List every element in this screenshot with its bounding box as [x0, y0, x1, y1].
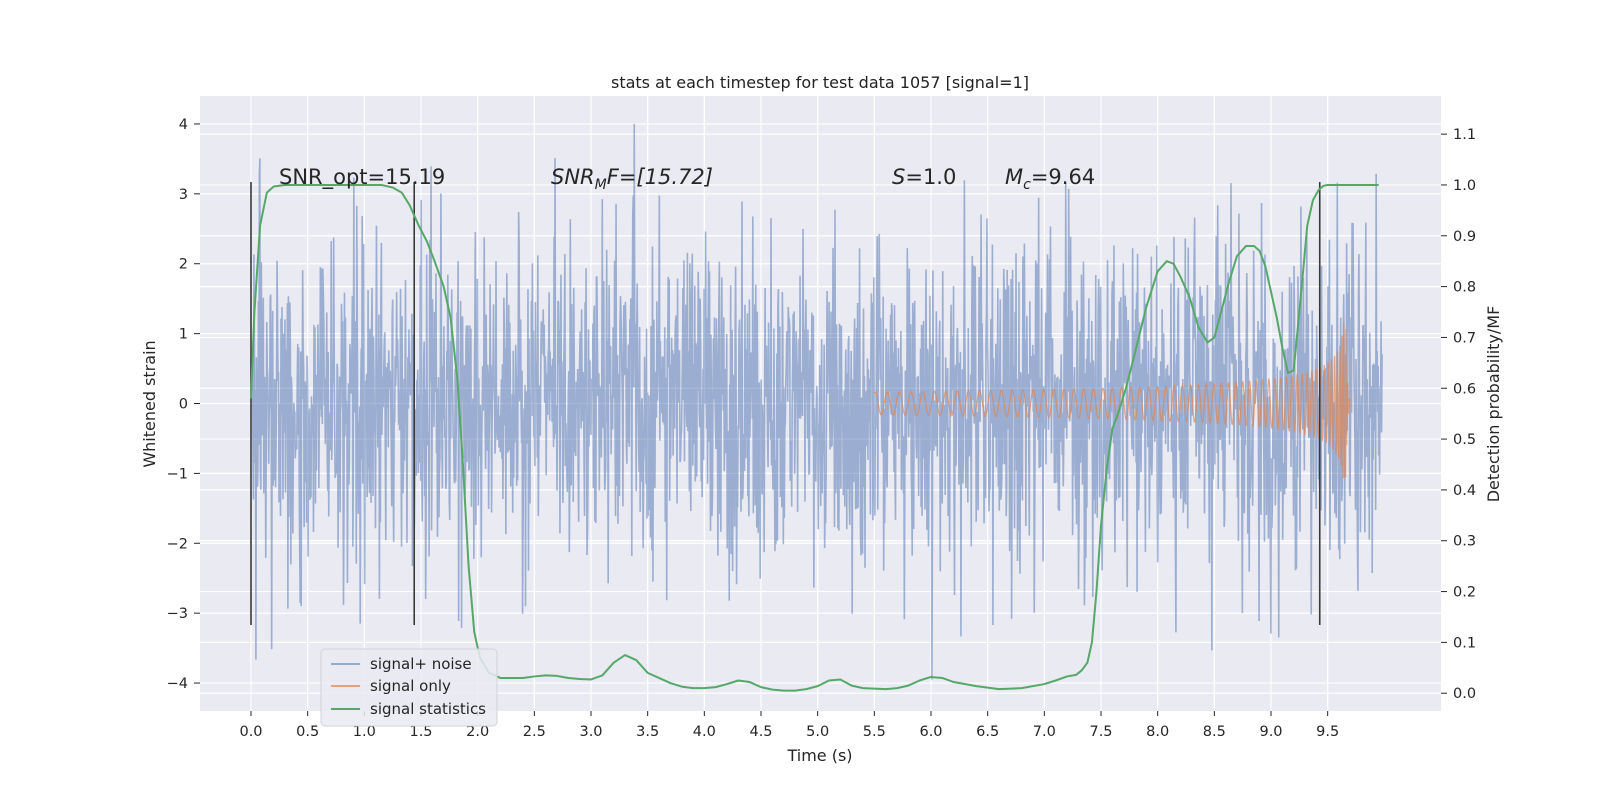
x-axis-label: Time (s)	[786, 746, 852, 765]
x-tick-label: 7.5	[1089, 724, 1112, 740]
annotation-mc-subscript: c	[1023, 177, 1031, 193]
y-axis-label: Whitened strain	[140, 340, 159, 467]
y2-tick-label: 1.0	[1453, 178, 1476, 194]
annotation-snr-mf: SNRMF=[15.72]	[551, 165, 713, 193]
y2-tick-label: 0.5	[1453, 432, 1476, 448]
y2-tick-labels: 1.1 1.0 0.9 0.8 0.7 0.6 0.5 0.4 0.3 0.2 0.1 0.0	[1441, 127, 1476, 702]
x-tick-label: 5.5	[863, 724, 886, 740]
x-tick-label: 8.5	[1203, 724, 1226, 740]
y-tick-label: −3	[167, 606, 188, 622]
x-tick-label: 4.0	[693, 724, 716, 740]
x-tick-label: 9.5	[1316, 724, 1339, 740]
y-tick-label: 3	[179, 187, 188, 203]
x-tick-label: 2.5	[523, 724, 546, 740]
y2-tick-label: 0.8	[1453, 280, 1476, 296]
y2-tick-label: 0.6	[1453, 381, 1476, 397]
annotation-s-value: =1.0	[905, 165, 956, 189]
y2-tick-label: 0.2	[1453, 585, 1476, 601]
x-tick-label: 3.0	[579, 724, 602, 740]
x-tick-label: 1.5	[409, 724, 432, 740]
y2-tick-label: 0.4	[1453, 483, 1476, 499]
x-tick-label: 9.0	[1259, 724, 1282, 740]
y-tick-labels: 4 3 2 1 0 −1 −2 −3 −4	[167, 117, 200, 692]
x-tick-label: 3.5	[636, 724, 659, 740]
y-tick-label: 1	[179, 327, 188, 343]
annotation-mc: Mc=9.64	[1005, 165, 1095, 193]
y2-tick-label: 0.9	[1453, 229, 1476, 245]
x-tick-labels: 0.0 0.5 1.0 1.5 2.0 2.5 3.0 3.5 4.0 4.5 5.0 5.5 6.0 6…	[239, 711, 1339, 740]
legend-label-signal-statistics: signal statistics	[370, 700, 486, 718]
y-tick-label: −4	[167, 676, 188, 692]
y-tick-label: −2	[167, 536, 188, 552]
chart-title: stats at each timestep for test data 105…	[611, 73, 1029, 92]
y2-tick-label: 0.3	[1453, 534, 1476, 550]
y-tick-label: 0	[179, 397, 188, 413]
vertical-markers	[250, 181, 1321, 626]
x-tick-label: 2.0	[466, 724, 489, 740]
x-tick-label: 6.5	[976, 724, 999, 740]
x-tick-label: 4.5	[749, 724, 772, 740]
series-signal-noise	[250, 123, 1383, 680]
y2-tick-label: 1.1	[1453, 127, 1476, 143]
annotation-snr-mf-symbol: SNR	[551, 165, 595, 189]
y-tick-label: 4	[179, 117, 188, 133]
series-signal-only	[873, 321, 1351, 479]
x-tick-label: 5.0	[806, 724, 829, 740]
y2-tick-label: 0.0	[1453, 686, 1476, 702]
legend: signal+ noise signal only signal statist…	[320, 648, 498, 727]
annotation-s-symbol: S	[892, 165, 905, 189]
x-tick-label: 1.0	[353, 724, 376, 740]
signal-statistics-line	[250, 183, 1379, 692]
x-tick-label: 0.0	[239, 724, 262, 740]
x-tick-label: 6.0	[919, 724, 942, 740]
annotation-s: S=1.0	[892, 165, 956, 189]
signal-only-line	[873, 321, 1351, 479]
annotation-snr-mf-subscript: M	[595, 177, 607, 193]
series-signal-statistics	[250, 183, 1379, 692]
annotation-mc-value: =9.64	[1031, 165, 1095, 189]
annotation-mc-symbol: M	[1005, 165, 1023, 189]
y2-tick-label: 0.1	[1453, 635, 1476, 651]
signal-noise-line	[250, 123, 1383, 680]
x-tick-label: 8.0	[1146, 724, 1169, 740]
legend-label-signal-noise: signal+ noise	[370, 655, 472, 673]
y-tick-label: −1	[167, 466, 188, 482]
y2-tick-label: 0.7	[1453, 330, 1476, 346]
y-tick-label: 2	[179, 257, 188, 273]
x-tick-label: 7.0	[1033, 724, 1056, 740]
legend-label-signal-only: signal only	[370, 677, 451, 695]
annotation-snr-mf-value: F=[15.72]	[607, 165, 713, 189]
y2-axis-label: Detection probability/MF	[1484, 306, 1503, 503]
annotation-snr-opt: SNR_opt=15.19	[279, 165, 445, 190]
x-tick-label: 0.5	[296, 724, 319, 740]
legend-box	[320, 648, 498, 727]
